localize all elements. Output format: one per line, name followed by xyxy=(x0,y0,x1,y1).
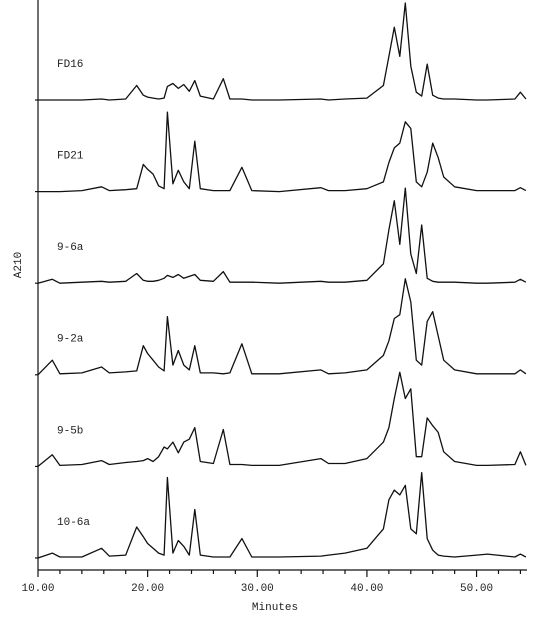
trace xyxy=(37,471,527,559)
trace-label: FD21 xyxy=(57,151,84,163)
x-tick-label: 50.00 xyxy=(460,583,493,595)
trace-label: 10-6a xyxy=(57,517,90,529)
trace xyxy=(37,371,527,467)
trace xyxy=(37,278,527,376)
trace xyxy=(38,2,527,101)
trace-label: FD16 xyxy=(57,59,83,71)
y-axis-label: A210 xyxy=(13,252,25,278)
trace xyxy=(38,111,527,193)
trace-label: 9-6a xyxy=(57,242,84,254)
x-axis-label: Minutes xyxy=(252,602,298,614)
x-tick-label: 30.00 xyxy=(241,583,274,595)
trace-label: 9-5b xyxy=(57,425,83,437)
trace xyxy=(37,187,527,284)
trace-label: 9-2a xyxy=(57,334,84,346)
x-tick-label: 10.00 xyxy=(21,583,54,595)
x-tick-label: 40.00 xyxy=(350,583,383,595)
x-tick-label: 20.00 xyxy=(131,583,164,595)
